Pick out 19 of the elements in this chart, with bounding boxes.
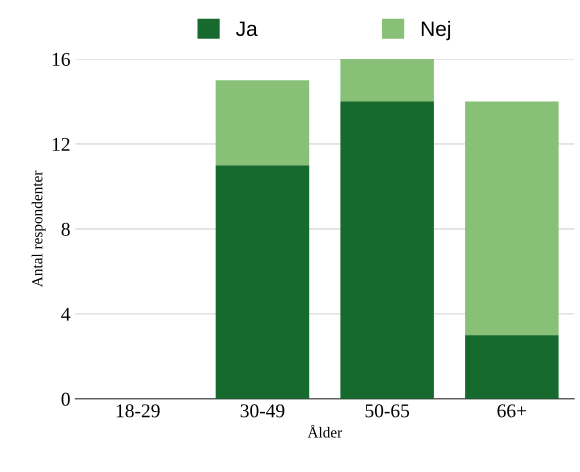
bar bbox=[465, 101, 559, 336]
legend-label: Nej bbox=[422, 20, 450, 40]
y-tick-label: 12 bbox=[52, 138, 70, 151]
y-tick-label: 0 bbox=[62, 392, 70, 406]
x-tick-label: 30-49 bbox=[240, 404, 284, 418]
y-tick-label: 4 bbox=[61, 308, 70, 321]
legend-label: Ja bbox=[236, 22, 258, 36]
bar bbox=[465, 335, 559, 399]
bar bbox=[216, 165, 310, 399]
y-tick-label: 16 bbox=[52, 52, 70, 66]
bar bbox=[340, 101, 434, 399]
y-tick-label: 8 bbox=[62, 222, 70, 236]
x-tick-label: 50-65 bbox=[366, 404, 410, 418]
y-axis-title: Antal respondenter bbox=[32, 170, 46, 288]
bar bbox=[216, 80, 310, 166]
x-axis-title: Ålder bbox=[308, 424, 342, 438]
x-tick-label: 18-29 bbox=[116, 404, 160, 418]
x-tick-label: 66+ bbox=[497, 404, 526, 418]
bar bbox=[340, 59, 434, 102]
